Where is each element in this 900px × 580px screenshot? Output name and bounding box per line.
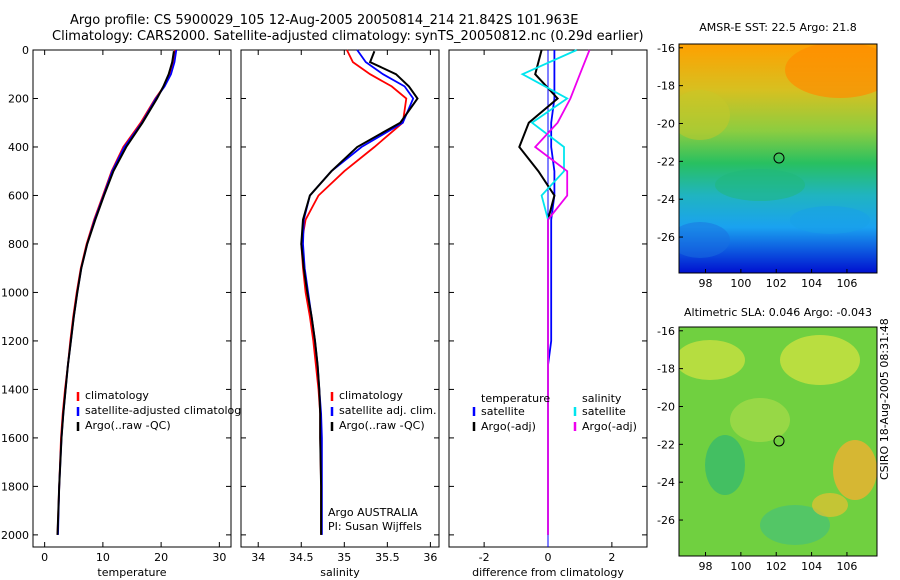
temperature-ytick-label: 600 (8, 189, 29, 202)
map-ytick-label: -16 (657, 325, 675, 338)
temperature-ytick-label: 1800 (1, 480, 29, 493)
timestamp-stamp: CSIRO 18-Aug-2005 08:31:48 (878, 318, 891, 480)
temperature-legend-label: Argo(..raw -QC) (85, 419, 171, 432)
salinity-annotation: Argo AUSTRALIA (328, 506, 418, 519)
temperature-ytick-label: 1400 (1, 383, 29, 396)
temperature-ytick-label: 800 (8, 238, 29, 251)
map-xtick-label: 100 (730, 277, 751, 290)
sla-map-ticks: 98 100 102 104 106 -16 -18 -20 -22 -24 -26 (657, 325, 857, 573)
temperature-ytick-label: 200 (8, 92, 29, 105)
map-ytick-label: -20 (657, 117, 675, 130)
sst-map-title: AMSR-E SST: 22.5 Argo: 21.8 (699, 21, 857, 34)
sla-map-title: Altimetric SLA: 0.046 Argo: -0.043 (684, 306, 872, 319)
map-xtick-label: 106 (836, 560, 857, 573)
temperature-ytick-label: 0 (22, 44, 29, 57)
map-ytick-label: -26 (657, 231, 675, 244)
map-ytick-label: -24 (657, 193, 675, 206)
temperature-xtick-label: 20 (154, 551, 168, 564)
temperature-xlabel: temperature (97, 566, 166, 579)
temperature-ytick-label: 1000 (1, 286, 29, 299)
salinity-legend-label: climatology (339, 389, 403, 402)
difference-xlabel: difference from climatology (472, 566, 624, 579)
map-ytick-label: -18 (657, 80, 675, 93)
temperature-xtick-label: 30 (212, 551, 226, 564)
sla-map: Altimetric SLA: 0.046 Argo: -0.043 98 100… (657, 306, 878, 573)
map-xtick-label: 98 (699, 560, 713, 573)
map-xtick-label: 100 (730, 560, 751, 573)
map-ytick-label: -24 (657, 476, 675, 489)
difference-legend-label: satellite (582, 405, 626, 418)
figure-title-line1: Argo profile: CS 5900029_105 12-Aug-2005… (70, 13, 579, 28)
salinity-xlabel: salinity (320, 566, 360, 579)
salinity-xtick-label: 35 (337, 551, 351, 564)
temperature-series-argo-raw-qc- (56, 51, 175, 535)
map-ytick-label: -26 (657, 514, 675, 527)
salinity-xtick-label: 35.5 (375, 551, 400, 564)
map-xtick-label: 98 (699, 277, 713, 290)
temperature-ytick-label: 1200 (1, 335, 29, 348)
map-ytick-label: -22 (657, 155, 675, 168)
temperature-ytick-label: 2000 (1, 529, 29, 542)
map-xtick-label: 102 (766, 277, 787, 290)
map-xtick-label: 104 (801, 560, 822, 573)
map-ytick-label: -18 (657, 363, 675, 376)
difference-series-salinity-argo-adj- (533, 49, 591, 535)
salinity-xtick-label: 34.5 (289, 551, 314, 564)
temperature-panel: 0 10 20 30 0 200 400 600 800 1000 1200 1400 1600 1800… (1, 44, 241, 579)
salinity-annotation: PI: Susan Wijffels (328, 520, 422, 533)
temperature-legend-label: satellite-adjusted climatolog (85, 404, 241, 417)
temperature-ytick-label: 1600 (1, 432, 29, 445)
salinity-xtick-label: 36 (423, 551, 437, 564)
difference-legend-label: satellite (481, 405, 525, 418)
sla-float-marker (773, 435, 785, 447)
difference-legend-header: salinity (582, 392, 622, 405)
map-ytick-label: -22 (657, 438, 675, 451)
difference-xtick-label: 2 (608, 551, 615, 564)
difference-legend-header: temperature (481, 392, 550, 405)
temperature-xtick-label: 0 (41, 551, 48, 564)
salinity-legend-label: satellite adj. clim. (339, 404, 436, 417)
salinity-axes-box (240, 49, 440, 548)
map-xtick-label: 106 (836, 277, 857, 290)
figure-title-line2: Climatology: CARS2000. Satellite-adjuste… (52, 29, 644, 44)
map-xtick-label: 102 (766, 560, 787, 573)
sst-map-ticks: 98 100 102 104 106 -16 -18 -20 -22 -24 -26 (657, 42, 857, 290)
sst-map: AMSR-E SST: 22.5 Argo: 21.8 98 100 102 104 1… (657, 21, 878, 290)
temperature-legend-label: climatology (85, 389, 149, 402)
sst-float-marker (773, 152, 785, 164)
salinity-series-argo-raw-qc- (300, 50, 419, 535)
difference-legend-label: Argo(-adj) (481, 420, 536, 433)
map-xtick-label: 104 (801, 277, 822, 290)
difference-xtick-label: -2 (479, 551, 490, 564)
salinity-xtick-label: 34 (251, 551, 265, 564)
map-ytick-label: -16 (657, 42, 675, 55)
map-ytick-label: -20 (657, 400, 675, 413)
difference-panel: -2 0 2 difference from climatology temperatu… (448, 49, 648, 579)
temperature-ytick-label: 400 (8, 141, 29, 154)
salinity-legend-label: Argo(..raw -QC) (339, 419, 425, 432)
temperature-axes-box (32, 49, 232, 548)
salinity-panel: 34 34.5 35 35.5 36 salinity climatology satelli… (240, 49, 440, 579)
difference-legend-label: Argo(-adj) (582, 420, 637, 433)
difference-xtick-label: 0 (545, 551, 552, 564)
temperature-xtick-label: 10 (96, 551, 110, 564)
